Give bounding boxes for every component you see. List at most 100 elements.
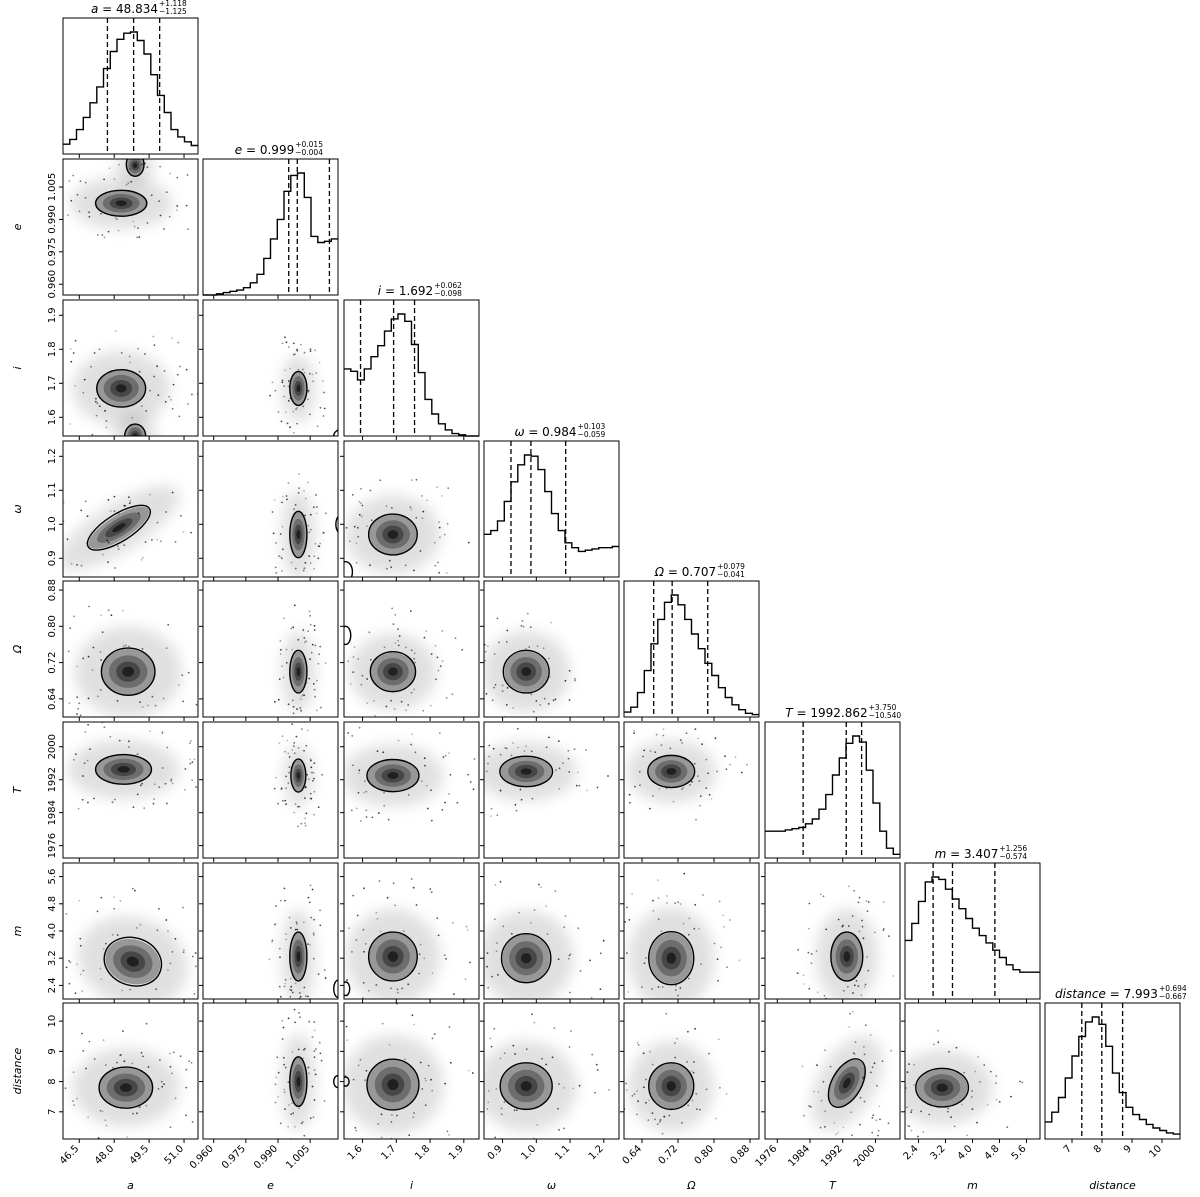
scatter-point (557, 740, 560, 742)
x-tick-label: 10 (1147, 1143, 1164, 1160)
scatter-point (277, 802, 279, 805)
scatter-point (537, 1146, 539, 1148)
density-core (296, 384, 301, 393)
scatter-point (856, 1149, 858, 1151)
scatter-point (319, 924, 322, 927)
density-panel-m-vs-i (343, 862, 480, 1000)
contour-0 (366, 758, 420, 793)
scatter-point (723, 925, 725, 928)
contour-0 (103, 936, 163, 987)
title-distance: distance = 7.993 (1055, 987, 1158, 1001)
scatter-point (313, 567, 315, 570)
x-ticks-inner (776, 999, 876, 1003)
scatter-point (380, 1136, 383, 1139)
scatter-point (515, 809, 518, 812)
scatter-point (558, 1129, 560, 1131)
scatter-point (277, 411, 280, 413)
scatter-point (674, 902, 676, 904)
scatter-point (274, 566, 277, 569)
density-panel-cap-omega-vs-i (343, 580, 480, 718)
y-tick-label: 0.960 (47, 270, 58, 299)
scatter-point (69, 423, 72, 425)
title-err-minus-distance: −0.667 (1159, 992, 1187, 1001)
contour-0 (100, 647, 156, 696)
scatter-point (386, 578, 388, 580)
scatter-point (292, 712, 295, 715)
scatter-point (91, 433, 94, 436)
scatter-point (296, 422, 298, 425)
scatter-point (484, 650, 487, 653)
scatter-point (53, 404, 55, 406)
title-err-plus-i: +0.062 (434, 281, 462, 290)
title-value-omega: = 0.984 (525, 425, 577, 439)
scatter-point (279, 653, 282, 655)
scatter-point (443, 533, 446, 536)
title-value-e: = 0.999 (242, 143, 294, 157)
hist-panel-distance: distance = 7.993 +0.694−0.667 (1044, 984, 1187, 1140)
scatter-point (726, 966, 728, 969)
scatter-point (662, 734, 665, 737)
y-tick-label: 4.8 (47, 896, 58, 912)
y-ticks-inner (480, 876, 484, 986)
scatter-point (308, 610, 311, 613)
scatter-point (156, 538, 159, 541)
scatter-point (121, 609, 124, 612)
scatter-point (191, 761, 194, 764)
density-blob-0 (811, 1036, 883, 1130)
scatter-point (467, 541, 470, 544)
density-background (203, 863, 338, 999)
scatter-point (694, 1028, 696, 1030)
scatter-point (293, 1008, 296, 1011)
scatter-point (652, 899, 654, 902)
scatter-point (586, 789, 588, 792)
scatter-point (438, 732, 441, 735)
scatter-point (96, 234, 99, 236)
scatter-point (279, 640, 282, 642)
density-core (122, 666, 135, 677)
scatter-point (275, 1076, 278, 1079)
scatter-point (389, 1167, 391, 1169)
scatter-point (340, 1097, 342, 1099)
scatter-point (662, 728, 665, 730)
hist-panel-t: T = 1992.862 +3.750−10.540 (764, 703, 902, 859)
scatter-point (114, 330, 117, 332)
contour-0 (94, 189, 148, 217)
scatter-point (160, 540, 162, 543)
scatter-point (871, 1131, 874, 1134)
density-background (203, 1003, 338, 1139)
scatter-point (563, 926, 566, 929)
scatter-point (531, 1013, 533, 1016)
scatter-point (275, 542, 277, 544)
scatter-point (307, 896, 310, 899)
scatter-point (88, 1040, 91, 1043)
title-err-minus-t: −10.540 (869, 711, 902, 720)
scatter-point (278, 947, 281, 950)
scatter-point (589, 959, 591, 962)
scatter-point (599, 988, 602, 990)
scatter-point (608, 1088, 610, 1091)
y-tick-label: 1.6 (47, 409, 58, 425)
x-ticks-inner (502, 858, 605, 862)
scatter-point (890, 1049, 892, 1052)
scatter-point (456, 801, 459, 804)
y-ticks-inner (620, 876, 624, 986)
density-core (843, 951, 851, 962)
scatter-point (304, 824, 307, 827)
scatter-point (324, 977, 327, 980)
title-value-distance: = 7.993 (1106, 987, 1158, 1001)
title-i: i = 1.692 (378, 284, 433, 298)
y-tick-label: 0.88 (47, 579, 58, 601)
scatter-point (423, 636, 426, 639)
scatter-point (341, 786, 343, 788)
x-tick-label: 0.72 (657, 1143, 681, 1167)
scatter-point (69, 348, 72, 350)
x-tick-label: 4.8 (983, 1143, 1002, 1162)
density-background (203, 441, 338, 577)
scatter-point (496, 814, 499, 817)
y-tick-label: 1992 (47, 767, 58, 792)
scatter-point (626, 952, 628, 954)
density-core (387, 772, 399, 780)
scatter-point (281, 735, 284, 738)
histogram-e (203, 172, 338, 296)
